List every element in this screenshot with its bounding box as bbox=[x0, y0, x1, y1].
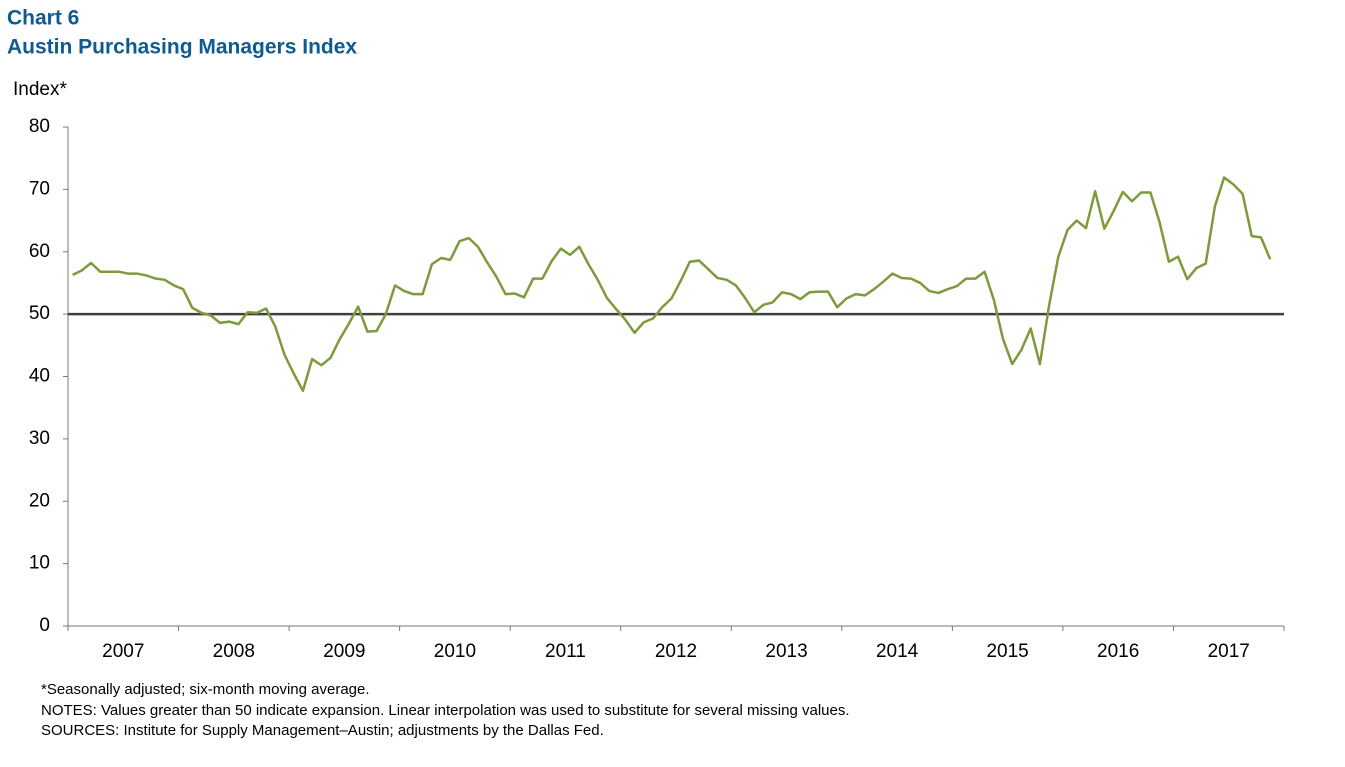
x-tick-label: 2013 bbox=[765, 641, 807, 662]
chart-title: Chart 6 bbox=[7, 7, 79, 30]
x-tick-label: 2016 bbox=[1097, 641, 1139, 662]
y-tick-label: 60 bbox=[29, 241, 50, 262]
x-tick-label: 2007 bbox=[102, 641, 144, 662]
x-tick-label: 2011 bbox=[545, 641, 586, 662]
y-tick-label: 30 bbox=[29, 428, 50, 449]
x-tick-label: 2009 bbox=[323, 641, 365, 662]
x-tick-label: 2017 bbox=[1208, 641, 1250, 662]
footnote: NOTES: Values greater than 50 indicate e… bbox=[41, 702, 850, 719]
x-tick-label: 2014 bbox=[876, 641, 919, 662]
x-tick-label: 2012 bbox=[655, 641, 697, 662]
y-tick-label: 50 bbox=[29, 303, 50, 324]
x-tick-label: 2010 bbox=[434, 641, 476, 662]
footnote: SOURCES: Institute for Supply Management… bbox=[41, 722, 604, 739]
y-tick-label: 10 bbox=[29, 553, 50, 574]
y-tick-label: 0 bbox=[39, 615, 50, 636]
y-tick-label: 40 bbox=[29, 366, 50, 387]
y-tick-label: 80 bbox=[29, 116, 50, 137]
y-tick-label: 20 bbox=[29, 490, 50, 511]
x-tick-label: 2008 bbox=[213, 641, 255, 662]
footnote: *Seasonally adjusted; six-month moving a… bbox=[41, 681, 370, 698]
chart-subtitle: Austin Purchasing Managers Index bbox=[7, 36, 357, 59]
y-tick-label: 70 bbox=[29, 178, 50, 199]
data-line bbox=[72, 176, 1272, 393]
x-tick-label: 2015 bbox=[986, 641, 1028, 662]
y-axis-label: Index* bbox=[13, 79, 67, 100]
